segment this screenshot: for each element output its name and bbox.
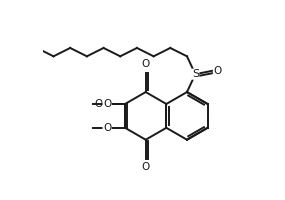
Text: O: O [213, 66, 221, 76]
Text: O: O [94, 99, 103, 109]
Text: S: S [192, 69, 199, 79]
Text: O: O [142, 59, 150, 69]
Text: O: O [103, 99, 111, 109]
Text: O: O [142, 162, 150, 172]
Text: O: O [103, 123, 111, 133]
